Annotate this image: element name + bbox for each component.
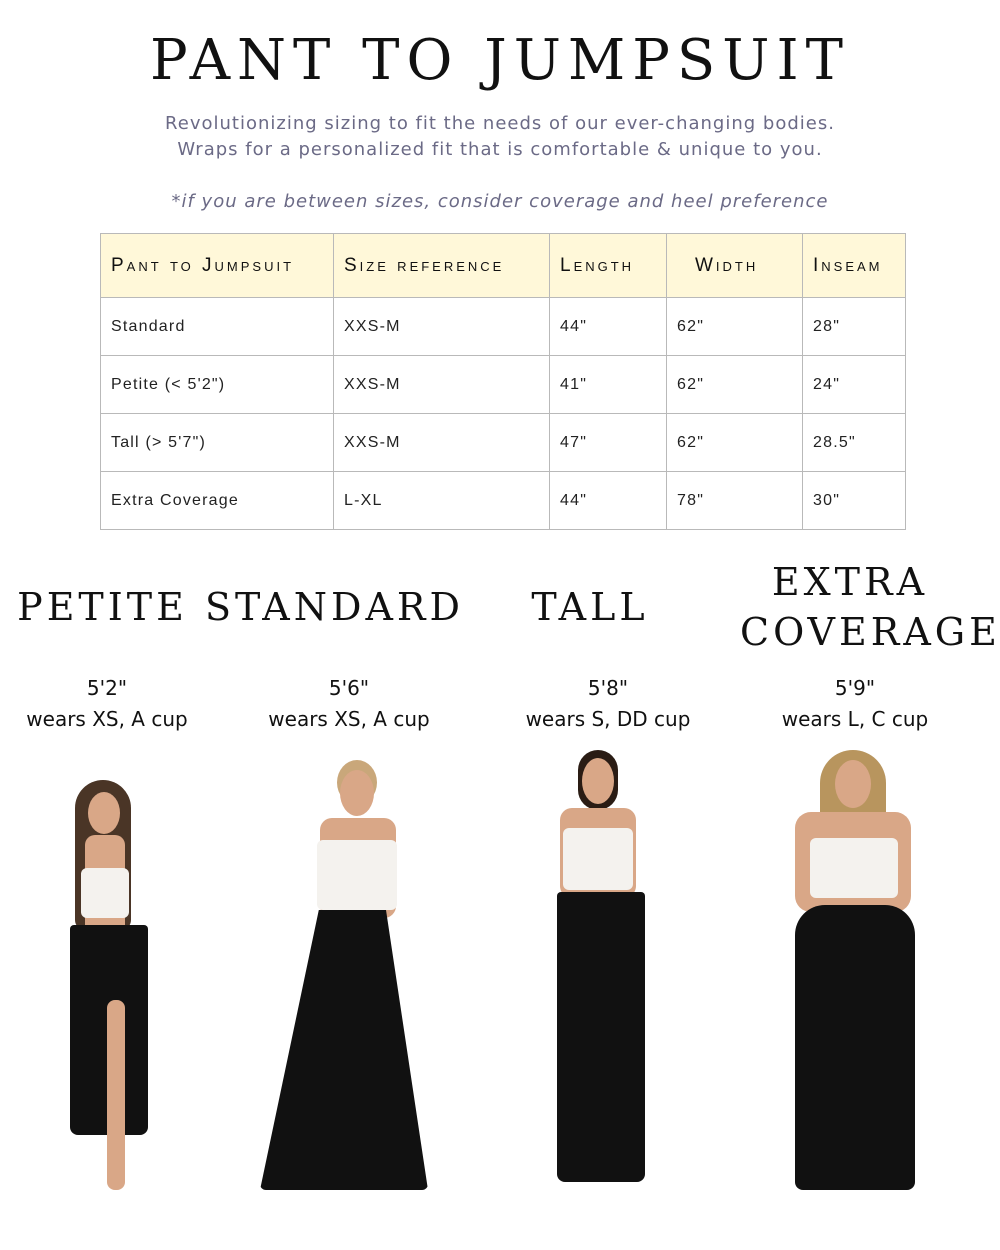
- size-table: Pant to Jumpsuit Size reference Length W…: [100, 233, 906, 530]
- table-cell: 44": [549, 297, 667, 356]
- model-wears: wears XS, A cup: [26, 707, 188, 731]
- model-height: 5'8": [587, 676, 629, 700]
- size-name-petite: PETITE: [17, 585, 188, 629]
- model-height: 5'9": [834, 676, 876, 700]
- model-photo-tall: [545, 750, 650, 1210]
- table-row: Standard XXS-M 44" 62" 28": [100, 297, 906, 356]
- column-header: Pant to Jumpsuit: [100, 233, 334, 298]
- table-cell: 62": [666, 297, 803, 356]
- table-row: Extra Coverage L-XL 44" 78" 30": [100, 471, 906, 530]
- table-header-row: Pant to Jumpsuit Size reference Length W…: [100, 233, 906, 298]
- size-name-tall: TALL: [531, 585, 649, 629]
- size-name-extra-coverage: EXTRA COVERAGE: [740, 560, 1000, 654]
- table-cell: Petite (< 5'2"): [100, 355, 334, 414]
- model-wears: wears XS, A cup: [268, 707, 430, 731]
- sizing-note: *if you are between sizes, consider cove…: [171, 191, 829, 212]
- table-cell: 28": [802, 297, 906, 356]
- table-cell: 62": [666, 355, 803, 414]
- model-height: 5'2": [86, 676, 128, 700]
- model-wears: wears L, C cup: [781, 707, 929, 731]
- model-height: 5'6": [328, 676, 370, 700]
- table-cell: Standard: [100, 297, 334, 356]
- table-cell: XXS-M: [333, 413, 550, 472]
- column-header: Inseam: [802, 233, 906, 298]
- table-cell: 24": [802, 355, 906, 414]
- column-header: Size reference: [333, 233, 550, 298]
- table-cell: 28.5": [802, 413, 906, 472]
- model-photo-petite: [55, 780, 155, 1210]
- table-cell: XXS-M: [333, 355, 550, 414]
- table-cell: L-XL: [333, 471, 550, 530]
- table-cell: Extra Coverage: [100, 471, 334, 530]
- subtitle-line-1: Revolutionizing sizing to fit the needs …: [165, 113, 835, 134]
- table-cell: 47": [549, 413, 667, 472]
- model-info-petite: 5'2" wears XS, A cup: [0, 673, 227, 735]
- table-cell: 62": [666, 413, 803, 472]
- column-header: Width: [666, 233, 803, 298]
- model-info-tall: 5'8" wears S, DD cup: [488, 673, 728, 735]
- table-cell: 78": [666, 471, 803, 530]
- model-photo-standard: [255, 760, 435, 1205]
- table-row: Petite (< 5'2") XXS-M 41" 62" 24": [100, 355, 906, 414]
- table-cell: 30": [802, 471, 906, 530]
- table-cell: 41": [549, 355, 667, 414]
- subtitle-line-2: Wraps for a personalized fit that is com…: [177, 139, 823, 160]
- table-cell: 44": [549, 471, 667, 530]
- table-row: Tall (> 5'7") XXS-M 47" 62" 28.5": [100, 413, 906, 472]
- column-header: Length: [549, 233, 667, 298]
- model-info-extra-coverage: 5'9" wears L, C cup: [735, 673, 975, 735]
- table-cell: XXS-M: [333, 297, 550, 356]
- model-info-standard: 5'6" wears XS, A cup: [229, 673, 469, 735]
- size-name-standard: STANDARD: [205, 585, 464, 629]
- table-cell: Tall (> 5'7"): [100, 413, 334, 472]
- model-photo-extra-coverage: [785, 750, 920, 1210]
- model-wears: wears S, DD cup: [525, 707, 691, 731]
- page-title: PANT TO JUMPSUIT: [150, 28, 850, 93]
